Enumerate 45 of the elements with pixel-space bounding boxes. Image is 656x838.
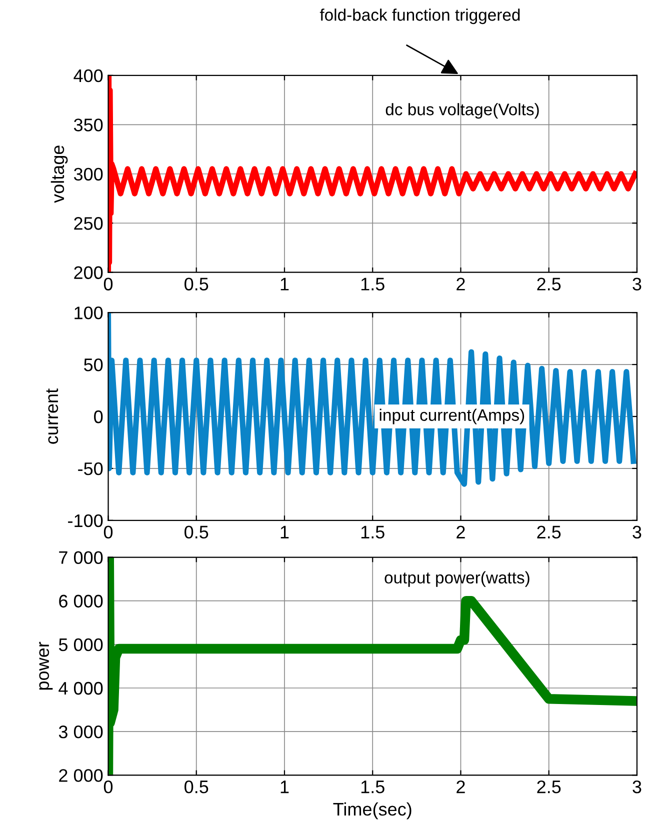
x-tick-label: 0.5	[184, 526, 208, 539]
annotation: output power(watts)	[384, 571, 530, 587]
x-tick-label: 0.5	[184, 780, 208, 794]
y-tick-label: 250	[74, 217, 103, 230]
x-tick-label: 2.5	[537, 780, 561, 794]
y-tick-label: 4 000	[58, 682, 103, 695]
x-tick-label: 2.5	[537, 278, 561, 290]
y-tick-label: -50	[78, 462, 103, 476]
x-tick-label: 1.5	[361, 526, 384, 539]
x-tick-label: 0	[104, 278, 113, 290]
y-axis-title: current	[46, 388, 58, 444]
x-axis-title: Time(sec)	[333, 802, 412, 820]
y-tick-label: 200	[74, 266, 103, 280]
y-tick-label: 7 000	[59, 551, 103, 564]
y-tick-label: 100	[74, 306, 103, 320]
y-tick-label: 350	[74, 118, 103, 132]
x-tick-label: 2	[456, 780, 465, 794]
x-tick-label: 0	[104, 780, 113, 794]
y-axis-title: power	[39, 642, 53, 690]
x-tick-label: 1.5	[361, 780, 384, 794]
annotation: input current(Amps)	[380, 408, 524, 424]
x-tick-label: 1.5	[361, 278, 384, 290]
y-tick-label: 50	[84, 358, 103, 372]
y-tick-label: 300	[74, 168, 103, 181]
x-tick-label: 1	[280, 780, 289, 794]
x-tick-label: 3	[632, 278, 642, 290]
x-tick-label: 0	[104, 526, 113, 539]
x-tick-label: 0.5	[184, 278, 208, 290]
y-tick-label: 0	[94, 410, 103, 424]
x-tick-label: 2	[456, 526, 465, 538]
x-tick-label: 2	[456, 278, 465, 290]
y-tick-label: 5 000	[58, 638, 103, 652]
text: fold-back function triggered	[320, 8, 520, 24]
y-tick-label: -100	[68, 514, 103, 528]
annotation: dc bus voltage(Volts)	[386, 103, 539, 119]
x-tick-label: 1	[280, 278, 289, 290]
x-tick-label: 3	[632, 780, 642, 794]
x-tick-label: 1	[280, 526, 289, 538]
y-tick-label: 6 000	[59, 594, 103, 608]
x-tick-label: 3	[632, 526, 642, 539]
y-tick-label: 400	[74, 69, 103, 82]
y-axis-title: voltage	[50, 146, 68, 203]
x-tick-label: 2.5	[537, 526, 561, 539]
y-tick-label: 3 000	[58, 726, 103, 738]
y-tick-label: 2 000	[59, 769, 103, 782]
